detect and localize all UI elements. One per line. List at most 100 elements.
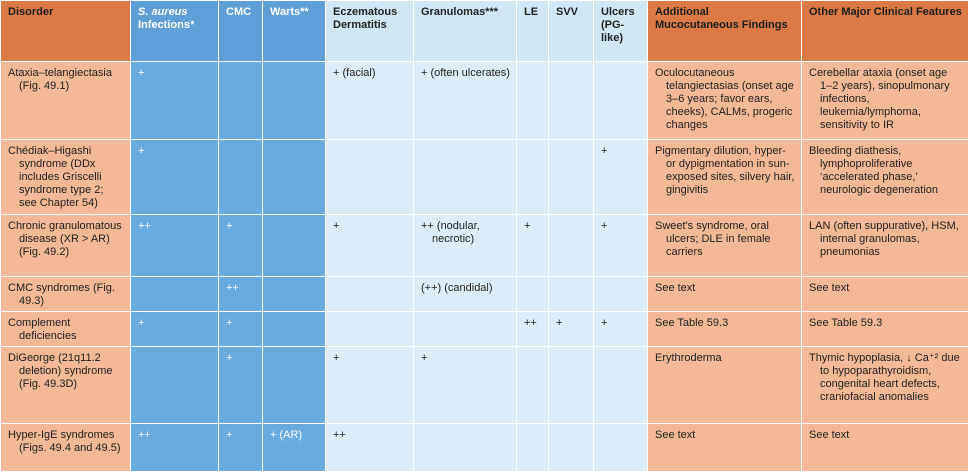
header-cell: CMC xyxy=(218,0,263,62)
table-cell: Oculocutaneous telangiectasias (onset ag… xyxy=(647,61,802,140)
table-cell: + xyxy=(516,214,549,277)
table-cell xyxy=(548,346,594,424)
table-cell xyxy=(548,276,594,312)
header-cell: SVV xyxy=(548,0,594,62)
header-italic: S. aureus xyxy=(138,6,188,18)
table-row: CMC syndromes (Fig. 49.3) ++ (++) (candida… xyxy=(0,276,968,312)
table-cell xyxy=(593,276,648,312)
table-cell xyxy=(548,423,594,472)
table-cell xyxy=(130,276,219,312)
table-cell: ++ xyxy=(218,276,263,312)
table-cell: Hyper-IgE syndromes (Figs. 49.4 and 49.5… xyxy=(0,423,131,472)
table-cell: See Table 59.3 xyxy=(647,311,802,347)
table-cell xyxy=(593,61,648,140)
table-cell xyxy=(262,139,326,215)
table-cell xyxy=(413,423,517,472)
table-cell: + (AR) xyxy=(262,423,326,472)
header-cell: Ulcers (PG-like) xyxy=(593,0,648,62)
table-cell xyxy=(548,61,594,140)
table-cell xyxy=(516,276,549,312)
table-row: Ataxia–telangiectasia (Fig. 49.1) + + (fac… xyxy=(0,61,968,140)
table-cell xyxy=(413,311,517,347)
table-cell: + xyxy=(593,311,648,347)
table-cell: ++ xyxy=(130,214,219,277)
header-cell: Other Major Clinical Features xyxy=(801,0,968,62)
table-cell: + xyxy=(325,346,414,424)
table-row: Hyper-IgE syndromes (Figs. 49.4 and 49.5… xyxy=(0,423,968,472)
table-cell: LAN (often suppurative), HSM, internal g… xyxy=(801,214,968,277)
table-row: DiGeorge (21q11.2 deletion) syndrome (Fi… xyxy=(0,346,968,424)
table-cell: Erythroderma xyxy=(647,346,802,424)
table-cell: + (facial) xyxy=(325,61,414,140)
header-row: Disorder S. aureus Infections* CMC Warts** Ec… xyxy=(0,0,968,62)
table-cell xyxy=(516,346,549,424)
table-cell: See Table 59.3 xyxy=(801,311,968,347)
table-cell: + xyxy=(218,423,263,472)
table-cell: + xyxy=(130,139,219,215)
table-cell: + (often ulcerates) xyxy=(413,61,517,140)
table-cell xyxy=(218,139,263,215)
table-cell: ++ xyxy=(130,423,219,472)
table-body: Ataxia–telangiectasia (Fig. 49.1) + + (fac… xyxy=(0,61,968,472)
table-cell: + xyxy=(130,61,219,140)
table-cell: ++ xyxy=(325,423,414,472)
table-cell xyxy=(548,214,594,277)
table-cell xyxy=(413,139,517,215)
table-row: Complement deficiencies + + ++ + + See Table 5… xyxy=(0,311,968,347)
table-cell xyxy=(325,139,414,215)
table-cell xyxy=(262,346,326,424)
header-cell: Disorder xyxy=(0,0,131,62)
table-cell: CMC syndromes (Fig. 49.3) xyxy=(0,276,131,312)
table-cell: + xyxy=(593,214,648,277)
table-cell xyxy=(262,214,326,277)
table-cell xyxy=(325,276,414,312)
table-cell xyxy=(548,139,594,215)
header-cell: Eczematous Dermatitis xyxy=(325,0,414,62)
table-cell xyxy=(325,311,414,347)
table-cell: + xyxy=(413,346,517,424)
table-cell xyxy=(516,423,549,472)
table-cell: Cerebellar ataxia (onset age 1–2 years),… xyxy=(801,61,968,140)
table-cell: DiGeorge (21q11.2 deletion) syndrome (Fi… xyxy=(0,346,131,424)
table-cell: Ataxia–telangiectasia (Fig. 49.1) xyxy=(0,61,131,140)
table-cell: + xyxy=(130,311,219,347)
header-cell: LE xyxy=(516,0,549,62)
table-cell xyxy=(516,61,549,140)
table-cell: + xyxy=(325,214,414,277)
table-cell xyxy=(218,61,263,140)
table-cell: Pigmentary dilution, hyper- or dypigment… xyxy=(647,139,802,215)
table-cell: + xyxy=(218,311,263,347)
table-row: Chronic granulomatous disease (XR > AR) … xyxy=(0,214,968,277)
table-cell xyxy=(130,346,219,424)
table-cell: (++) (candidal) xyxy=(413,276,517,312)
table-cell: + xyxy=(218,214,263,277)
table-cell: Bleeding diathesis, lymphoproliferative … xyxy=(801,139,968,215)
table-cell: + xyxy=(548,311,594,347)
header-cell: Granulomas*** xyxy=(413,0,517,62)
table-cell xyxy=(262,61,326,140)
header-cell: S. aureus Infections* xyxy=(130,0,219,62)
table-cell: Chédiak–Higashi syndrome (DDx includes G… xyxy=(0,139,131,215)
table-cell: Thymic hypoplasia, ↓ Ca⁺² due to hypopar… xyxy=(801,346,968,424)
table-cell: ++ xyxy=(516,311,549,347)
table-cell xyxy=(593,423,648,472)
table-cell xyxy=(262,311,326,347)
table-cell: See text xyxy=(801,423,968,472)
table-cell: + xyxy=(218,346,263,424)
table-cell: ++ (nodular, necrotic) xyxy=(413,214,517,277)
table-cell: Complement deficiencies xyxy=(0,311,131,347)
table-cell: See text xyxy=(647,276,802,312)
table-cell xyxy=(262,276,326,312)
table-row: Chédiak–Higashi syndrome (DDx includes G… xyxy=(0,139,968,215)
table-cell: See text xyxy=(801,276,968,312)
table-cell: + xyxy=(593,139,648,215)
table-cell: See text xyxy=(647,423,802,472)
header-text: Infections* xyxy=(138,19,195,31)
table-cell xyxy=(516,139,549,215)
table-cell xyxy=(593,346,648,424)
header-cell: Additional Mucocutaneous Findings xyxy=(647,0,802,62)
table-cell: Sweet's syndrome, oral ulcers; DLE in fe… xyxy=(647,214,802,277)
header-cell: Warts** xyxy=(262,0,326,62)
